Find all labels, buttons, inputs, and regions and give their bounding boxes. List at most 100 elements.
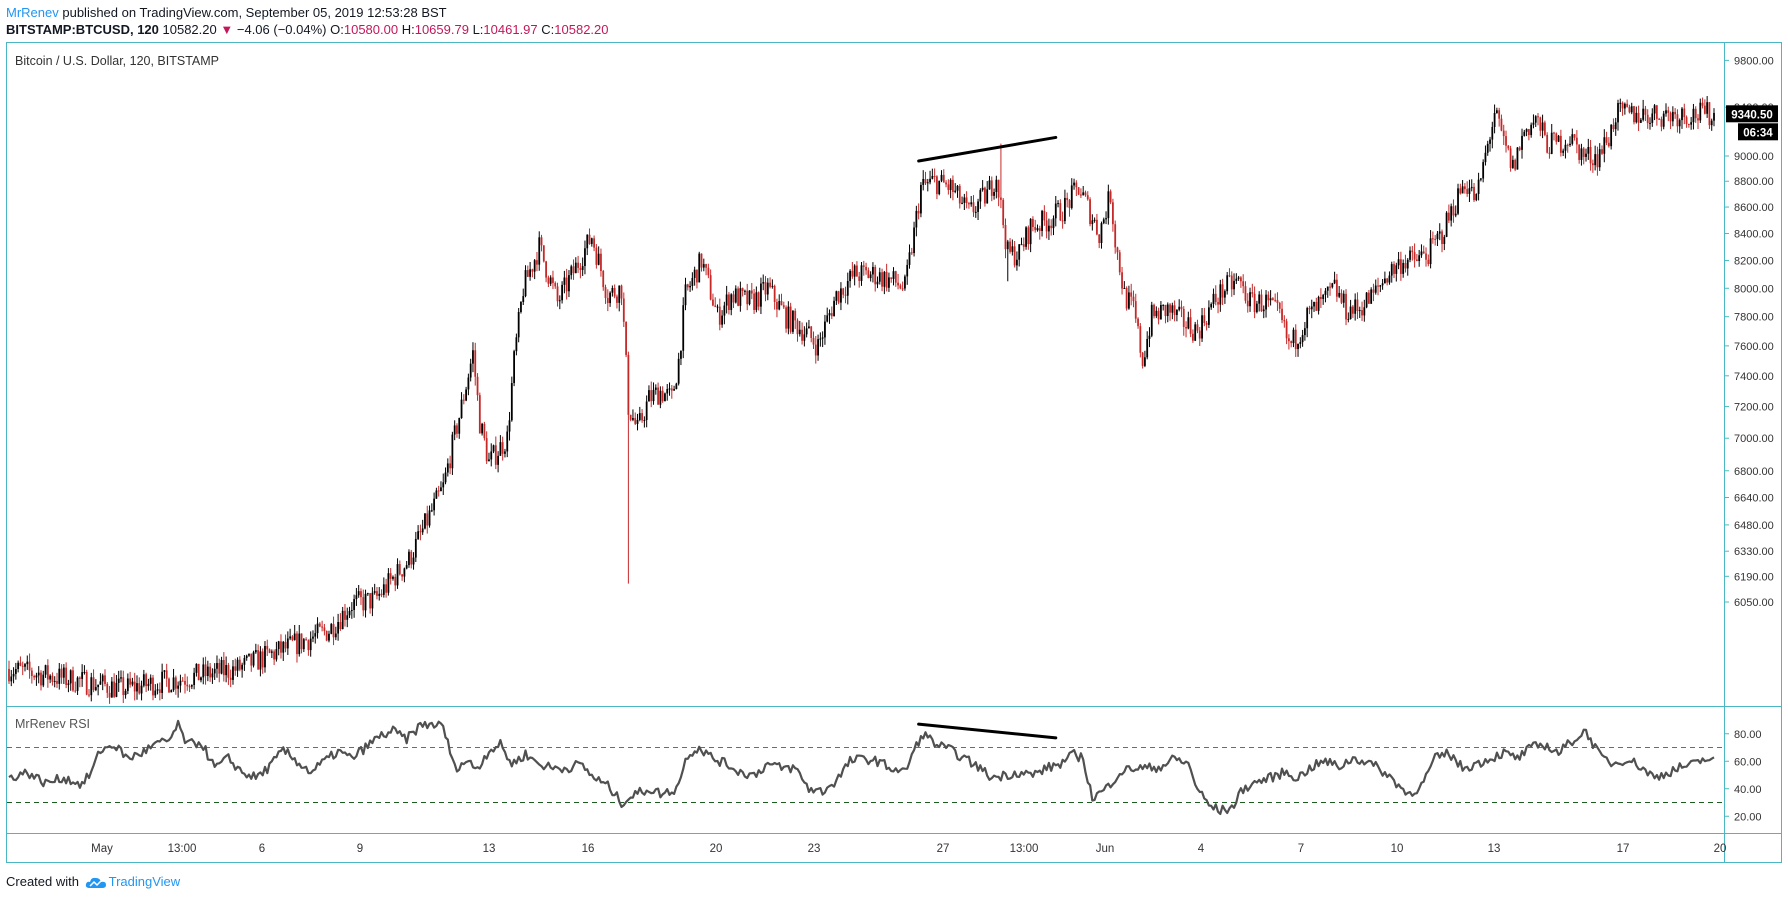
candle-body xyxy=(1411,250,1414,253)
candle-body xyxy=(49,675,52,680)
candle-body xyxy=(538,237,541,265)
candle-body xyxy=(712,299,714,306)
candle-body xyxy=(497,455,500,465)
price-tick-label: 7600.00 xyxy=(1734,341,1774,353)
candle-body xyxy=(1130,292,1133,297)
candle-body xyxy=(780,300,783,306)
candle-body xyxy=(1658,118,1661,120)
candle-body xyxy=(117,678,120,683)
candle-body xyxy=(1374,285,1377,293)
candle-body xyxy=(1150,304,1153,336)
candle-body xyxy=(570,266,573,276)
candle-body xyxy=(977,201,979,212)
candle-body xyxy=(586,234,589,249)
candle-body xyxy=(821,337,824,339)
candle-body xyxy=(755,292,758,310)
candle-body xyxy=(1006,241,1009,250)
trendline[interactable] xyxy=(917,722,1058,740)
candle-body xyxy=(1623,103,1626,109)
candle-body xyxy=(1516,147,1519,170)
candle-body xyxy=(140,685,143,694)
candle-body xyxy=(332,624,335,638)
candle-body xyxy=(1317,296,1320,311)
candle-body xyxy=(282,641,285,653)
candle-body xyxy=(1112,202,1114,225)
candle-body xyxy=(590,238,593,244)
candle-body xyxy=(1009,241,1011,252)
candle-body xyxy=(533,260,536,272)
candle-body xyxy=(414,538,417,558)
candle-body xyxy=(766,282,769,295)
trendline[interactable] xyxy=(917,135,1058,163)
candle-body xyxy=(901,288,904,290)
tradingview-brand[interactable]: TradingView xyxy=(108,874,181,889)
candle-body xyxy=(1621,102,1624,109)
candle-body xyxy=(291,636,294,641)
candle-body xyxy=(1315,301,1318,311)
candle-body xyxy=(1514,159,1517,170)
author-link[interactable]: MrRenev xyxy=(6,5,59,20)
rsi-tick-label: 40.00 xyxy=(1734,784,1762,796)
candle-body xyxy=(1107,191,1110,219)
candle-body xyxy=(1349,306,1352,319)
price-tick-label: 8400.00 xyxy=(1734,228,1774,240)
candle-body xyxy=(1176,309,1178,315)
candle-body xyxy=(1271,298,1274,300)
candle-body xyxy=(803,334,806,341)
candle-body xyxy=(1303,328,1306,336)
candle-body xyxy=(1084,192,1087,196)
candle-body xyxy=(37,672,40,676)
candle-body xyxy=(561,284,563,301)
candle-body xyxy=(444,472,447,483)
candle-body xyxy=(494,445,497,465)
candle-body xyxy=(846,281,849,296)
candle-body xyxy=(26,661,29,665)
candle-body xyxy=(348,610,351,616)
candle-body xyxy=(1171,305,1174,313)
candle-body xyxy=(1203,315,1206,324)
candle-body xyxy=(456,425,458,434)
candle-body xyxy=(1617,103,1619,123)
candle-body xyxy=(1233,280,1235,290)
candle-body xyxy=(1388,275,1391,283)
candle-body xyxy=(371,592,374,609)
candle-body xyxy=(716,306,719,308)
candle-body xyxy=(1086,195,1089,200)
candle-body xyxy=(1192,333,1194,341)
candle-body xyxy=(158,689,161,693)
candle-body xyxy=(499,442,502,456)
candle-body xyxy=(1361,310,1363,316)
candle-body xyxy=(986,189,989,204)
candle-body xyxy=(1491,126,1494,140)
candle-body xyxy=(1121,272,1123,289)
candle-body xyxy=(508,420,511,432)
candle-body xyxy=(522,296,525,302)
candle-body xyxy=(1091,220,1094,225)
candle-body xyxy=(245,655,248,659)
candle-body xyxy=(625,321,627,355)
candle-body xyxy=(1436,233,1439,240)
candle-body xyxy=(1484,152,1487,163)
candle-body xyxy=(250,653,253,666)
candle-body xyxy=(1450,206,1453,221)
candle-body xyxy=(170,690,173,693)
candle-body xyxy=(851,270,854,277)
candle-body xyxy=(572,266,575,274)
countdown-badge xyxy=(1738,123,1778,141)
candle-body xyxy=(904,276,906,289)
candle-body xyxy=(792,310,794,332)
candle-body xyxy=(1365,292,1368,308)
candle-body xyxy=(965,197,968,204)
candle-body xyxy=(1381,283,1384,286)
candle-body xyxy=(24,664,26,667)
candle-body xyxy=(275,649,278,660)
candle-body xyxy=(1102,219,1105,224)
candle-body xyxy=(915,210,918,228)
candle-body xyxy=(675,383,678,390)
candle-body xyxy=(645,401,648,420)
candle-body xyxy=(1525,129,1528,132)
candle-body xyxy=(1470,186,1473,189)
candle-body xyxy=(460,399,463,419)
candle-body xyxy=(1235,278,1238,281)
